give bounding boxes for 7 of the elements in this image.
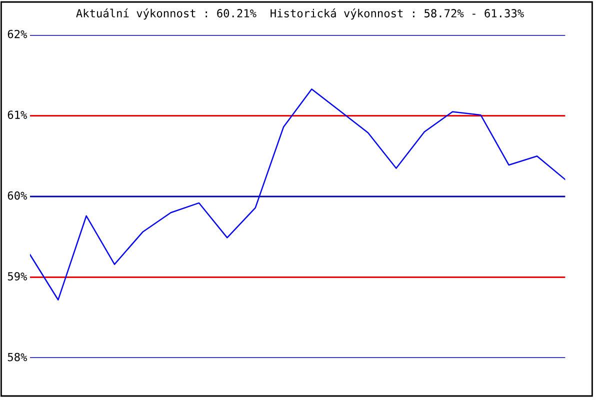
- y-tick-label: 62%: [8, 30, 28, 38]
- line-series: [30, 88, 566, 300]
- y-tick-label: 59%: [8, 272, 28, 281]
- y-tick-label: 60%: [8, 191, 28, 200]
- y-tick-label: 61%: [8, 110, 28, 120]
- y-tick-label: 58%: [8, 352, 28, 362]
- chart-title: Aktuální výkonnost : 60.21% Historická výkonnost : 58.72% - 61.33%: [76, 8, 524, 20]
